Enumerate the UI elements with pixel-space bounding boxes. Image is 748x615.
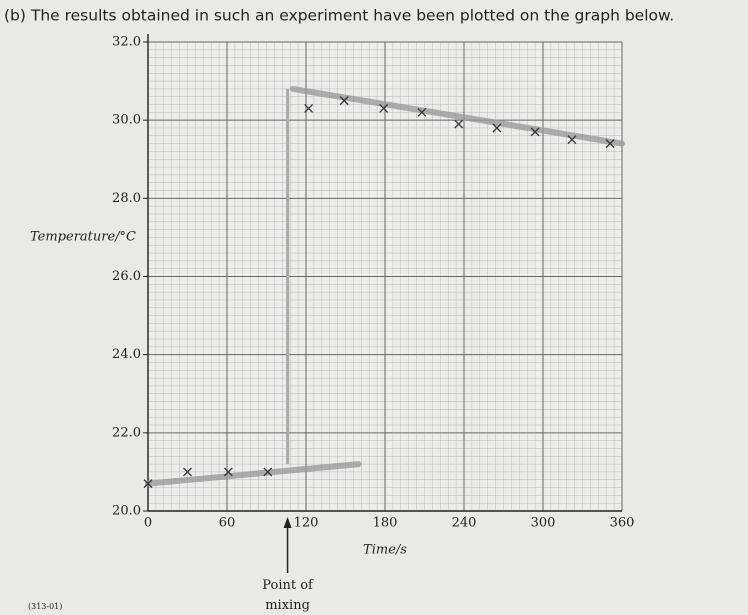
- data-point: [143, 479, 153, 489]
- x-tick-label: 360: [610, 516, 635, 531]
- data-point: [183, 467, 192, 477]
- y-tick-label: 28.0: [112, 191, 141, 206]
- data-point: [339, 96, 349, 106]
- x-tick-label: 180: [373, 516, 398, 531]
- x-tick-label: 60: [219, 516, 236, 531]
- data-point: [263, 467, 273, 477]
- x-axis-label: Time/s: [363, 543, 407, 558]
- data-point: [492, 123, 502, 133]
- y-tick-label: 20.0: [112, 504, 141, 519]
- data-point: [379, 103, 389, 113]
- fit-line: [145, 461, 362, 487]
- x-tick-label: 120: [294, 516, 319, 531]
- data-point: [454, 119, 464, 129]
- y-tick-label: 30.0: [112, 113, 141, 128]
- data-point: [530, 127, 540, 137]
- data-point: [223, 467, 233, 477]
- y-tick-label: 22.0: [112, 425, 141, 440]
- data-point: [605, 139, 615, 149]
- data-point: [304, 103, 314, 113]
- data-point: [417, 107, 427, 117]
- y-tick-label: 24.0: [112, 347, 141, 362]
- x-tick-label: 240: [452, 516, 477, 531]
- chart-title: (b) The results obtained in such an expe…: [4, 7, 674, 25]
- x-tick-label: 300: [531, 516, 556, 531]
- footer: (313-01): [28, 602, 62, 611]
- x-tick-label: 0: [144, 516, 152, 531]
- y-axis-label: Temperature/°C: [30, 230, 136, 245]
- data-point: [567, 135, 577, 145]
- mixing-arrowhead: [283, 517, 292, 528]
- annotation: Point of mixing: [262, 578, 314, 613]
- y-tick-label: 32.0: [112, 35, 141, 50]
- y-tick-label: 26.0: [112, 269, 141, 284]
